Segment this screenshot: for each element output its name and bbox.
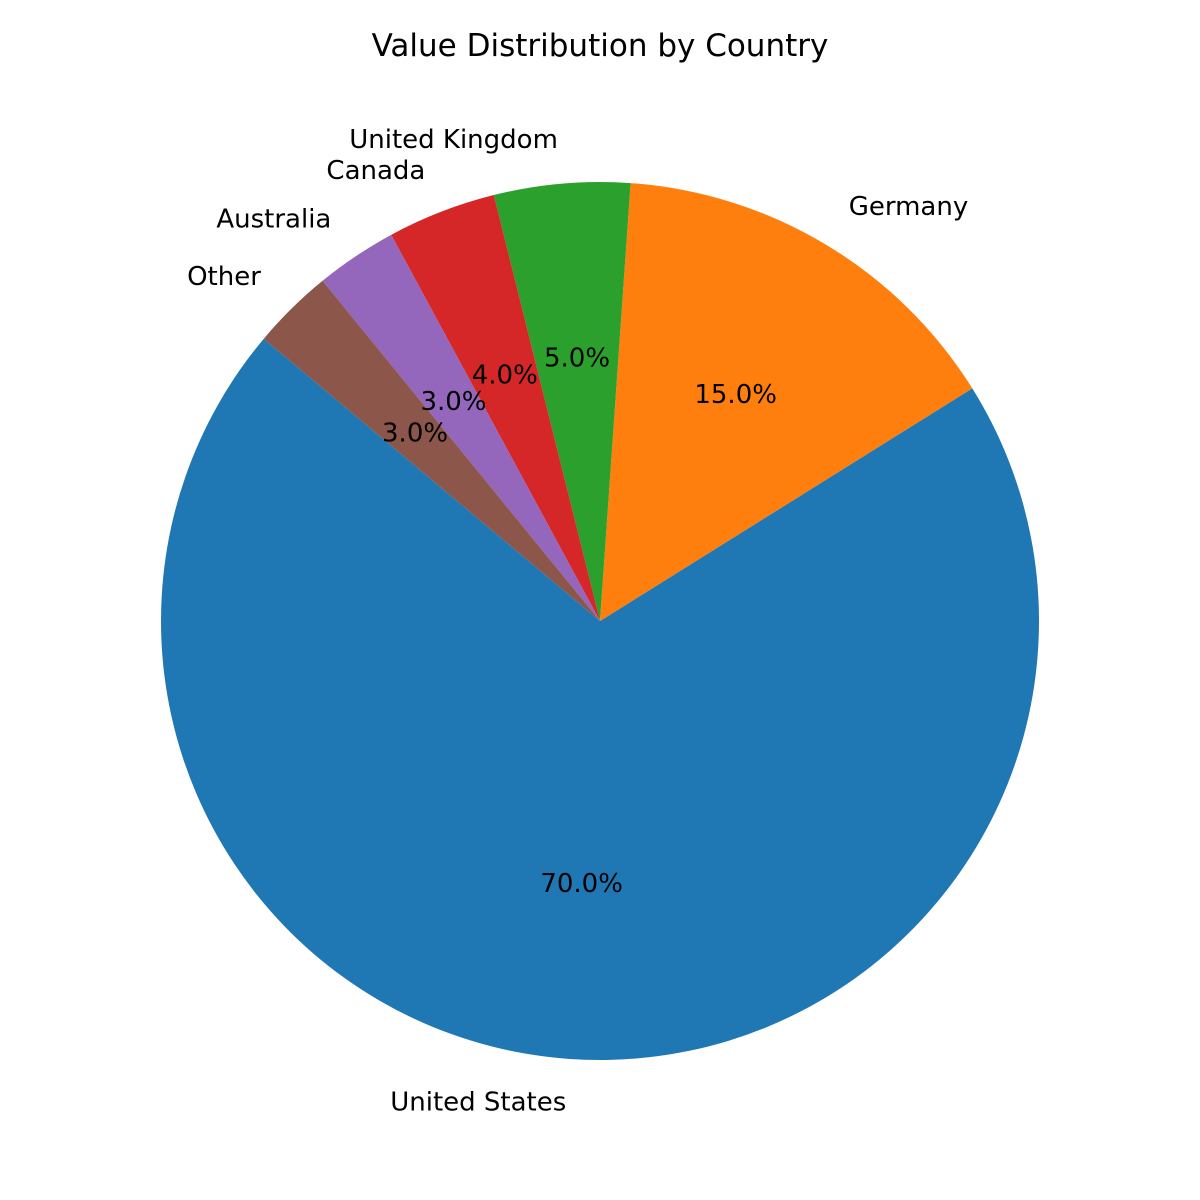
pie-slice-australia [322,234,600,621]
percent-label-canada: 4.0% [472,360,538,390]
percent-label-germany: 15.0% [694,380,777,410]
percent-label-united-kingdom: 5.0% [544,344,610,374]
pie-slice-labels: United States Germany United KingdomCanada… [187,125,968,1118]
percent-label-other: 3.0% [382,418,448,448]
pie-slices [160,182,1039,1061]
pie-slice-united-kingdom [493,182,631,621]
pie-slice-germany [600,183,973,621]
slice-label-united-states: United States [390,1088,566,1118]
chart-title: Value Distribution by Country [372,28,829,64]
slice-label-canada: Canada [326,156,425,186]
percent-label-united-states: 70.0% [540,869,623,899]
slice-label-germany: Germany [849,192,969,222]
pie-percent-labels: 70.0%15.0%5.0%4.0%3.0%3.0% [382,344,777,899]
pie-slice-canada [391,195,600,622]
slice-label-australia: Australia [216,205,331,235]
slice-label-other: Other [187,262,261,292]
pie-slice-other [263,280,600,621]
pie-slice-united-states [160,338,1039,1061]
percent-label-australia: 3.0% [420,387,486,417]
slice-label-united-kingdom: United Kingdom [349,125,558,155]
